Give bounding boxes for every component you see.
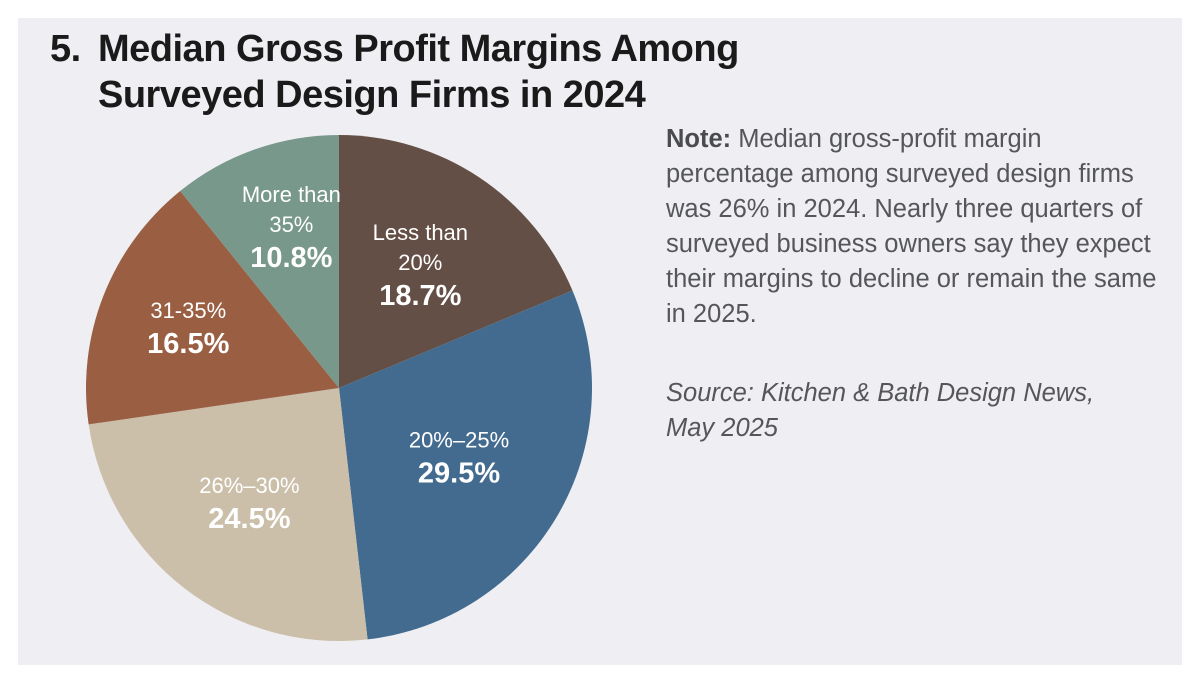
slice-label: More than 35% 10.8% [242,182,341,274]
slice-value-label: 16.5% [147,328,229,360]
slice-category-label: 31-35% [150,298,226,323]
slice-category-label: 26%–30% [199,473,299,498]
chart-title-line1: Median Gross Profit Margins Among [98,28,739,70]
slice-label: 31-35% 16.5% [147,298,229,360]
slice-value-label: 24.5% [208,503,290,535]
slice-value-label: 18.7% [379,280,461,312]
note-text: Median gross-profit margin percentage am… [666,125,1157,328]
slice-label: 20%–25% 29.5% [409,427,509,489]
slice-category-label: 20% [398,250,442,275]
slice-category-label: More than [242,182,341,207]
chart-note: Note: Median gross-profit margin percent… [666,122,1176,332]
chart-title: 5. Median Gross Profit Margins Among Surv… [50,26,739,118]
slice-value-label: 10.8% [250,242,332,274]
chart-number: 5. [50,28,81,70]
pie-slice [86,191,340,425]
source-line1: Source: Kitchen & Bath Design News, [666,379,1095,407]
chart-title-line2: Surveyed Design Firms in 2024 [98,74,646,116]
pie-slice [339,290,592,640]
pie-slice [180,135,339,388]
slice-value-label: 29.5% [418,457,500,489]
pie-labels: Less than 20% 18.7% 20%–25% 29.5% 26%–30% 24.5… [147,182,509,535]
slice-category-label: 20%–25% [409,427,509,452]
pie-slice [88,388,368,641]
pie-slice [339,135,573,388]
pie-slices [86,135,592,641]
source-line2: May 2025 [666,414,778,442]
slice-label: 26%–30% 24.5% [199,473,299,535]
slice-category-label: 35% [269,212,313,237]
slice-label: Less than 20% 18.7% [373,220,468,312]
note-label: Note: [666,125,732,153]
chart-source: Source: Kitchen & Bath Design News, May … [666,376,1176,446]
slice-category-label: Less than [373,220,468,245]
